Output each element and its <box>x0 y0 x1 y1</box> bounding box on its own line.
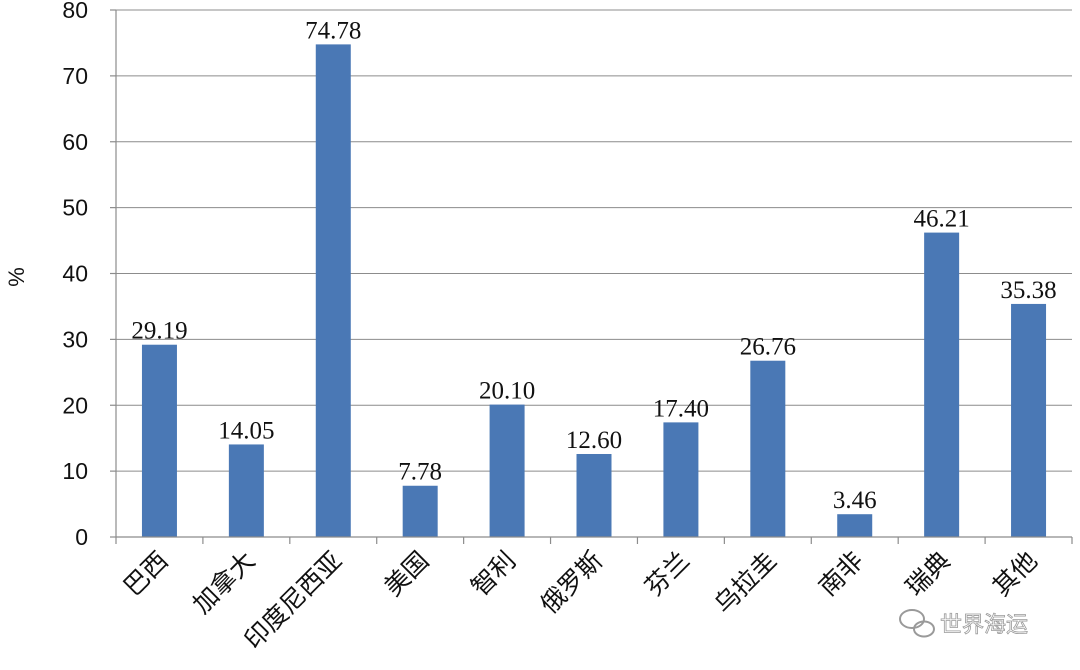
bar-8 <box>750 360 786 537</box>
data-label: 3.46 <box>833 487 877 514</box>
bar-11 <box>1011 303 1047 537</box>
data-labels: 29.19 14.05 74.78 7.78 20.10 12.60 17.40 26.76 3… <box>131 17 1056 514</box>
watermark-right: 世界海运 <box>899 609 1028 638</box>
y-tick-labels: 0 10 20 30 40 50 60 70 80 <box>62 0 88 550</box>
y-tick-label: 70 <box>62 63 88 89</box>
x-tick-label: 美国 <box>379 546 435 602</box>
data-label: 46.21 <box>914 206 970 233</box>
data-label: 74.78 <box>305 17 361 44</box>
x-tick-label: 巴西 <box>118 546 174 602</box>
bar-7 <box>663 422 699 537</box>
y-tick-label: 80 <box>62 0 88 23</box>
bar-3 <box>315 44 351 537</box>
data-label: 20.10 <box>479 378 535 405</box>
watermark-right-text: 世界海运 <box>940 613 1028 638</box>
y-tick-label: 60 <box>62 129 88 155</box>
bars <box>141 44 1047 538</box>
watermark-left-logo-icon <box>7 639 35 659</box>
data-label: 7.78 <box>398 459 442 486</box>
x-tick-label: 智利 <box>465 546 521 602</box>
bar-6 <box>576 453 612 537</box>
axes <box>110 9 1073 544</box>
bar-10 <box>924 232 960 538</box>
bar-2 <box>228 444 264 537</box>
bar-5 <box>489 404 525 537</box>
x-tick-label: 南非 <box>813 546 869 602</box>
x-tick-label: 瑞典 <box>900 546 956 602</box>
data-label: 14.05 <box>218 417 274 444</box>
x-tick-label: 其他 <box>987 546 1043 602</box>
watermark-left-text: 大数跨境 <box>40 639 128 664</box>
y-tick-label: 30 <box>62 326 88 352</box>
x-tick-label: 乌拉圭 <box>709 546 783 620</box>
data-label: 29.19 <box>131 318 187 345</box>
y-tick-label: 0 <box>75 524 88 550</box>
bar-4 <box>402 485 438 537</box>
y-tick-label: 40 <box>62 261 88 287</box>
y-tick-label: 50 <box>62 195 88 221</box>
data-label: 12.60 <box>566 427 622 454</box>
x-tick-label: 加拿大 <box>187 546 261 620</box>
bar-1 <box>141 344 177 537</box>
gridlines <box>116 9 1072 472</box>
data-label: 26.76 <box>740 334 796 361</box>
y-tick-label: 10 <box>62 458 88 484</box>
data-label: 17.40 <box>653 395 709 422</box>
wechat-icon <box>899 609 935 638</box>
watermark-left: 大数跨境 <box>7 639 128 664</box>
data-label: 35.38 <box>1000 277 1056 304</box>
x-tick-label: 芬兰 <box>639 546 695 602</box>
y-axis-label: % <box>4 267 29 287</box>
x-tick-label: 俄罗斯 <box>535 546 609 620</box>
bar-9 <box>837 514 873 537</box>
y-tick-label: 20 <box>62 392 88 418</box>
